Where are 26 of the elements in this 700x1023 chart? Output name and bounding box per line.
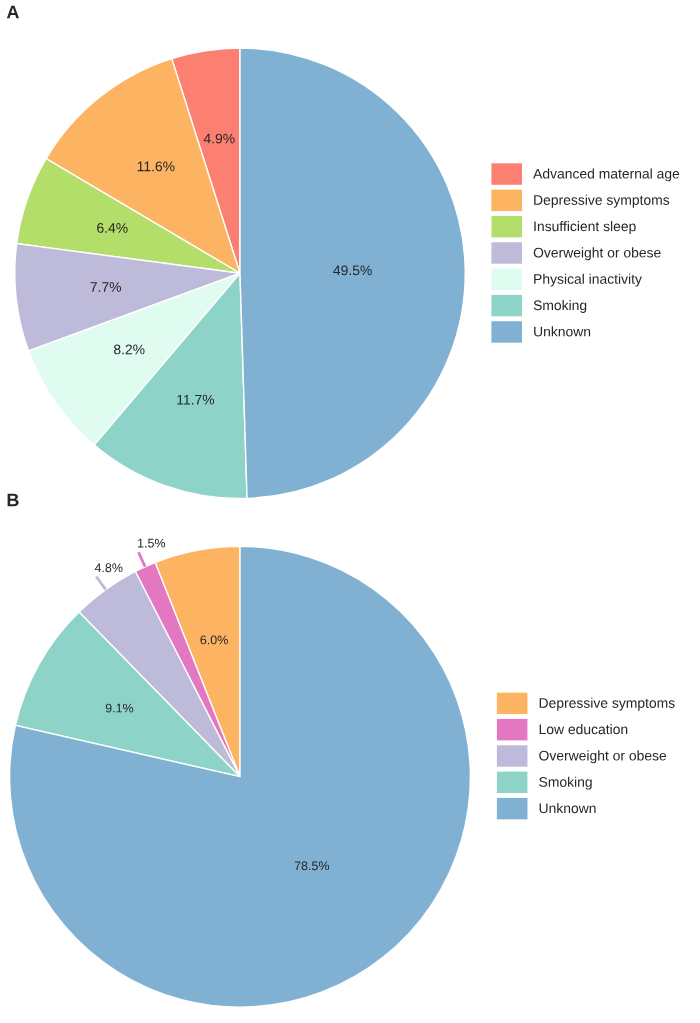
data-label: 11.6% — [137, 161, 175, 172]
legend-label: Smoking — [533, 299, 587, 313]
data-label: 6.0% — [200, 635, 228, 645]
legend-label: Overweight or obese — [533, 247, 661, 261]
legend-label: Low education — [539, 724, 628, 735]
legend-label: Unknown — [534, 326, 591, 337]
legend-label: Depressive symptoms — [539, 697, 675, 711]
data-label: 4.9% — [203, 133, 235, 144]
chart-title: B — [7, 493, 19, 507]
data-label: 1.5% — [138, 538, 166, 548]
data-label: 6.4% — [97, 222, 128, 233]
data-label: 11.7% — [177, 394, 215, 405]
legend-label: Physical inactivity — [534, 273, 642, 287]
data-label: 4.8% — [94, 563, 123, 573]
legend-label: Overweight or obese — [539, 750, 667, 764]
data-label: 78.5% — [294, 861, 330, 871]
legend-label: Depressive symptoms — [534, 194, 670, 208]
legend-label: Insufficient sleep — [534, 221, 636, 234]
legend-label: Smoking — [539, 776, 592, 790]
data-label: 49.5% — [333, 265, 372, 276]
legend-label: Unknown — [539, 802, 596, 814]
data-label: 7.7% — [90, 282, 122, 292]
legend-label: Advanced maternal age — [533, 168, 680, 182]
chart-title: A — [6, 5, 19, 19]
data-label: 9.1% — [105, 703, 134, 713]
data-label: 8.2% — [113, 344, 145, 355]
